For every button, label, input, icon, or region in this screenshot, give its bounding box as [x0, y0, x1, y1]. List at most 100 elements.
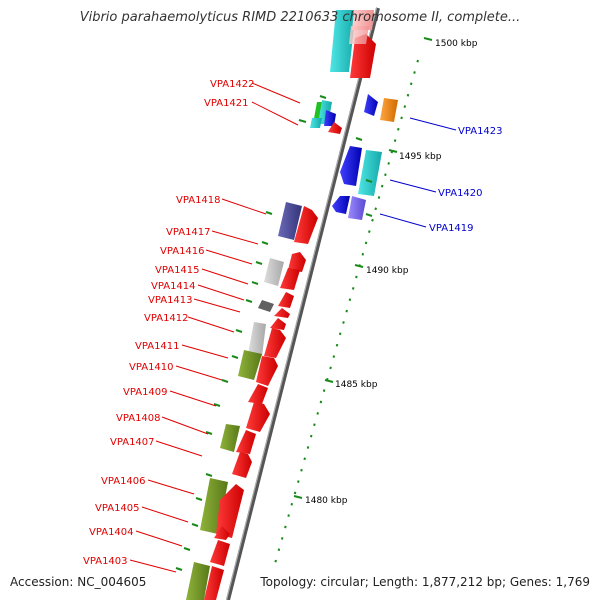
- scale-tick: [361, 252, 365, 256]
- gene-arrow: [274, 308, 290, 318]
- gene-arrow: [278, 292, 294, 308]
- gene-label-vpa1410[interactable]: VPA1410: [129, 362, 174, 373]
- gene-arrow: [324, 110, 336, 126]
- scale-tick: [368, 230, 371, 233]
- gene-label-vpa1417[interactable]: VPA1417: [166, 227, 211, 238]
- gene-arrow: [332, 196, 350, 214]
- scale-tick: [300, 468, 303, 472]
- gene-label-vpa1414[interactable]: VPA1414: [151, 281, 196, 292]
- scale-tick: [280, 537, 284, 540]
- gene-label-vpa1411[interactable]: VPA1411: [135, 341, 180, 352]
- scale-tick: [384, 173, 387, 177]
- backbone-highlight: [225, 7, 378, 600]
- gene-block: [220, 424, 240, 452]
- gene-label-vpa1405[interactable]: VPA1405: [95, 503, 140, 514]
- gene-arrow: [204, 566, 224, 600]
- scale-tick: [416, 59, 419, 63]
- scale-tick: [387, 162, 390, 165]
- gene-block: [380, 98, 398, 122]
- gene-label-vpa1422[interactable]: VPA1422: [210, 79, 255, 90]
- gene-block: [349, 26, 369, 44]
- gene-arrow: [288, 252, 306, 272]
- scale-tick: [400, 116, 403, 120]
- kbp-label: 1490 kbp: [366, 266, 409, 276]
- scale-tick: [355, 275, 358, 279]
- gene-label-vpa1419[interactable]: VPA1419: [429, 223, 474, 234]
- gene-label-vpa1407[interactable]: VPA1407: [110, 437, 155, 448]
- scale-tick: [313, 423, 316, 427]
- scale-tick: [290, 502, 294, 506]
- gene-label-vpa1421[interactable]: VPA1421: [204, 98, 249, 109]
- gene-label-vpa1415[interactable]: VPA1415: [155, 265, 200, 276]
- scale-tick: [397, 127, 400, 131]
- scale-tick: [284, 525, 287, 529]
- gene-block: [264, 258, 284, 286]
- scale-tick: [329, 366, 332, 370]
- right-leaders: [379, 117, 457, 228]
- gene-features: [186, 10, 398, 600]
- gene-block: [200, 478, 228, 534]
- gene-label-vpa1418[interactable]: VPA1418: [176, 195, 221, 206]
- accession-text: Accession: NC_004605: [10, 575, 147, 589]
- gene-block: [186, 562, 210, 600]
- scale-tick: [403, 105, 407, 108]
- gene-arrow: [280, 268, 300, 290]
- scale-tick: [335, 343, 339, 347]
- gene-label-vpa1409[interactable]: VPA1409: [123, 387, 168, 398]
- scale-tick: [409, 82, 413, 86]
- scale-tick: [413, 71, 416, 74]
- gene-label-vpa1416[interactable]: VPA1416: [160, 246, 205, 257]
- gene-label-vpa1403[interactable]: VPA1403: [83, 556, 128, 567]
- gene-arrow: [328, 122, 342, 134]
- gene-arrow: [364, 94, 378, 116]
- scale-tick: [297, 480, 300, 483]
- left-gene-labels: VPA1422 VPA1421 VPA1418 VPA1417 VPA1416 …: [83, 79, 255, 567]
- gene-block: [330, 10, 356, 72]
- scale-tick: [393, 139, 397, 142]
- scale-tick: [345, 309, 348, 313]
- gene-label-vpa1412[interactable]: VPA1412: [144, 313, 189, 324]
- gene-arrow: [350, 34, 376, 78]
- scale-tick: [380, 184, 384, 188]
- backbone-line: [226, 7, 380, 600]
- gene-arrow: [270, 318, 286, 330]
- gene-label-vpa1420[interactable]: VPA1420: [438, 188, 483, 199]
- gene-arrow: [216, 484, 244, 538]
- gene-block: [248, 322, 266, 356]
- scale-tick: [342, 321, 345, 324]
- gene-label-vpa1404[interactable]: VPA1404: [89, 527, 134, 538]
- scale-tick: [303, 457, 306, 461]
- scale-tick: [351, 287, 355, 290]
- gene-arrow: [294, 206, 318, 244]
- gene-arrow: [264, 328, 286, 358]
- gene-label-vpa1408[interactable]: VPA1408: [116, 413, 161, 424]
- gene-label-vpa1423[interactable]: VPA1423: [458, 126, 503, 137]
- right-gene-labels: VPA1423 VPA1420 VPA1419: [429, 126, 503, 234]
- topology-text: Topology: circular; Length: 1,877,212 bp…: [260, 575, 590, 589]
- scale-tick: [364, 241, 368, 245]
- gene-block: [310, 118, 322, 128]
- kbp-label: 1485 kbp: [335, 380, 378, 390]
- gene-arrow: [248, 384, 268, 404]
- gene-label-vpa1413[interactable]: VPA1413: [148, 295, 193, 306]
- gene-arrow: [214, 526, 230, 540]
- gene-block: [358, 150, 382, 196]
- scale-tick: [319, 400, 323, 404]
- gene-label-vpa1406[interactable]: VPA1406: [101, 476, 146, 487]
- scale-tick: [338, 332, 342, 336]
- left-leaders: [129, 82, 301, 573]
- scale-tick: [287, 514, 290, 517]
- scale-tick: [274, 559, 277, 563]
- scale-tick: [348, 298, 352, 302]
- gene-arrow: [340, 146, 362, 186]
- gene-arrow: [236, 430, 256, 454]
- scale-tick: [374, 207, 377, 211]
- gene-arrow: [210, 540, 230, 566]
- map-title: Vibrio parahaemolyticus RIMD 2210633 chr…: [79, 10, 521, 25]
- gene-ticks: [175, 95, 373, 571]
- gene-block: [258, 300, 274, 312]
- gene-arrow: [232, 452, 252, 478]
- kbp-labels: 1500 kbp 1495 kbp 1490 kbp 1485 kbp 1480…: [293, 37, 478, 506]
- scale-tick: [293, 491, 297, 495]
